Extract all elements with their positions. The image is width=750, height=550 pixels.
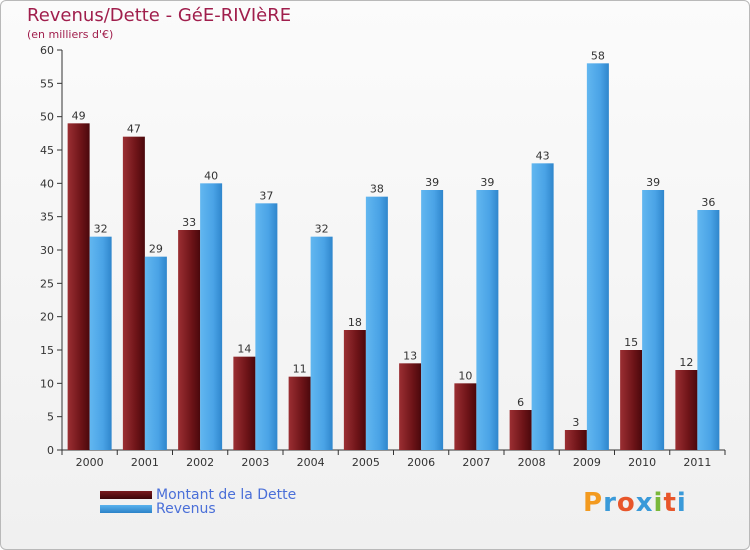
data-label-dette: 6 — [517, 396, 524, 409]
data-label-dette: 11 — [293, 363, 307, 376]
x-tick-label: 2002 — [186, 456, 214, 469]
data-label-dette: 13 — [403, 349, 417, 362]
legend-swatch-revenus — [100, 505, 152, 513]
y-tick-label: 10 — [40, 377, 54, 390]
y-tick-label: 15 — [40, 344, 54, 357]
data-label-revenus: 38 — [370, 183, 384, 196]
legend-item-dette: Montant de la Dette — [100, 487, 296, 503]
bar-revenus — [144, 256, 167, 450]
x-tick-label: 2001 — [131, 456, 159, 469]
bar-revenus — [476, 190, 499, 450]
bar-revenus — [697, 210, 720, 450]
data-label-revenus: 40 — [204, 169, 218, 182]
x-tick-label: 2004 — [297, 456, 325, 469]
legend-swatch-dette — [100, 491, 152, 499]
bar-revenus — [310, 236, 333, 450]
data-label-revenus: 39 — [480, 176, 494, 189]
bar-revenus — [642, 190, 665, 450]
data-label-dette: 15 — [624, 336, 638, 349]
data-label-dette: 12 — [679, 356, 693, 369]
logo-letter: o — [616, 488, 636, 518]
data-label-revenus: 36 — [701, 196, 715, 209]
y-tick-label: 40 — [40, 177, 54, 190]
bar-revenus — [365, 196, 388, 450]
bar-dette — [564, 430, 587, 450]
legend-label-revenus: Revenus — [156, 501, 216, 517]
y-tick-label: 5 — [47, 411, 54, 424]
data-label-revenus: 58 — [591, 49, 605, 62]
x-tick-label: 2010 — [628, 456, 656, 469]
logo-letter: r — [603, 488, 617, 518]
data-label-dette: 47 — [127, 123, 141, 136]
data-label-dette: 3 — [572, 416, 579, 429]
proxiti-logo: Proxiti — [583, 488, 687, 518]
data-label-revenus: 32 — [94, 223, 108, 236]
bar-dette — [675, 370, 698, 450]
logo-letter: x — [635, 488, 654, 518]
y-tick-label: 60 — [40, 44, 54, 57]
y-tick-label: 30 — [40, 244, 54, 257]
bar-revenus — [531, 163, 554, 451]
data-label-revenus: 39 — [646, 176, 660, 189]
data-label-revenus: 43 — [536, 149, 550, 162]
bar-dette — [454, 383, 477, 450]
bar-revenus — [255, 203, 278, 450]
logo-letter: P — [583, 488, 604, 518]
data-label-dette: 49 — [72, 109, 86, 122]
x-tick-label: 2006 — [407, 456, 435, 469]
y-tick-label: 20 — [40, 311, 54, 324]
chart-title: Revenus/Dette - GéE-RIVIèRE — [27, 5, 292, 26]
bar-dette — [178, 230, 201, 450]
x-tick-label: 2003 — [241, 456, 269, 469]
data-label-revenus: 32 — [315, 223, 329, 236]
x-tick-label: 2000 — [76, 456, 104, 469]
data-label-revenus: 29 — [149, 243, 163, 256]
data-label-dette: 10 — [458, 369, 472, 382]
logo-letter: i — [653, 488, 664, 518]
data-label-revenus: 39 — [425, 176, 439, 189]
bar-revenus — [421, 190, 444, 450]
y-tick-label: 35 — [40, 211, 54, 224]
bar-revenus — [200, 183, 223, 451]
x-tick-label: 2007 — [462, 456, 490, 469]
y-tick-label: 55 — [40, 77, 54, 90]
y-tick-label: 45 — [40, 144, 54, 157]
legend-item-revenus: Revenus — [100, 501, 216, 517]
chart-subtitle: (en milliers d'€) — [27, 28, 114, 41]
bar-dette — [399, 363, 422, 450]
bar-dette — [122, 136, 145, 450]
bar-dette — [343, 330, 366, 450]
data-label-dette: 33 — [182, 216, 196, 229]
y-tick-label: 0 — [47, 444, 54, 457]
data-label-dette: 14 — [237, 343, 251, 356]
bar-dette — [67, 123, 90, 450]
y-tick-label: 50 — [40, 111, 54, 124]
bar-revenus — [89, 236, 112, 450]
bar-dette — [509, 410, 532, 450]
logo-letter: i — [676, 488, 687, 518]
bar-dette — [620, 350, 643, 450]
legend-label-dette: Montant de la Dette — [156, 487, 297, 503]
y-tick-label: 25 — [40, 277, 54, 290]
bar-dette — [233, 356, 256, 450]
bar-dette — [288, 376, 311, 450]
x-tick-label: 2011 — [683, 456, 711, 469]
data-label-dette: 18 — [348, 316, 362, 329]
bar-revenus — [586, 63, 609, 450]
x-tick-label: 2008 — [518, 456, 546, 469]
x-tick-label: 2009 — [573, 456, 601, 469]
x-tick-label: 2005 — [352, 456, 380, 469]
logo-letter: t — [663, 488, 677, 518]
data-label-revenus: 37 — [259, 189, 273, 202]
